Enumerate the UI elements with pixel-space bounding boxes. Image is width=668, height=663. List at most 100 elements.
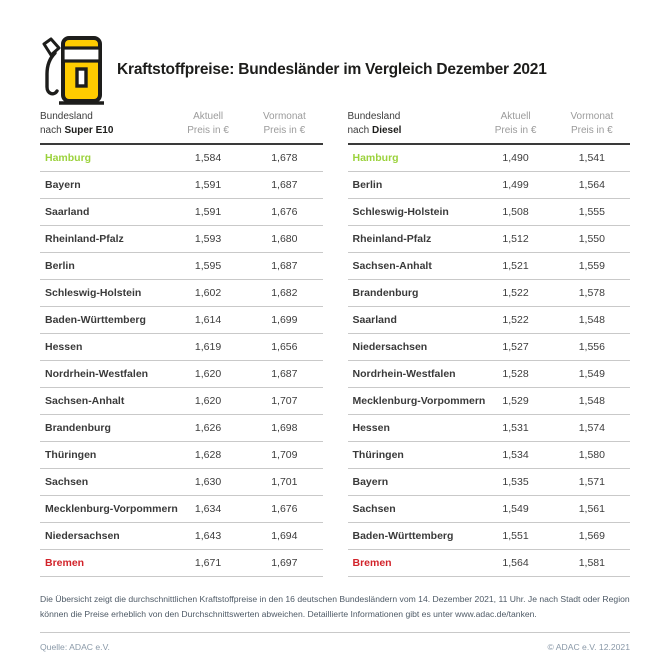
copyright-label: © ADAC e.V. 12.2021 (547, 642, 630, 653)
previous-month-price: 1,680 (246, 225, 323, 253)
column-title: Bundesland (40, 111, 93, 122)
current-price: 1,528 (477, 360, 554, 388)
current-price: 1,595 (169, 252, 247, 280)
current-price: 1,584 (169, 144, 247, 172)
state-name: Bayern (347, 468, 478, 496)
column-title: Aktuell (500, 111, 531, 122)
table-row: Bremen 1,671 1,697 (40, 549, 323, 577)
table-row: Hessen 1,531 1,574 (347, 414, 630, 442)
table-row: Baden-Württemberg 1,614 1,699 (40, 306, 323, 334)
current-price: 1,521 (477, 252, 554, 280)
state-name: Hamburg (40, 144, 170, 172)
current-price: 1,620 (169, 387, 247, 415)
current-price: 1,499 (477, 171, 554, 199)
previous-month-price: 1,548 (553, 387, 630, 415)
current-price: 1,490 (477, 144, 554, 172)
table-row: Brandenburg 1,626 1,698 (40, 414, 323, 442)
current-price: 1,628 (169, 441, 247, 469)
previous-month-price: 1,580 (553, 441, 630, 469)
state-name: Bremen (40, 549, 170, 577)
state-name: Sachsen (347, 495, 478, 523)
previous-month-price: 1,578 (553, 279, 630, 307)
column-header-bundesland: Bundesland nach Diesel (347, 110, 478, 145)
previous-month-price: 1,548 (553, 306, 630, 334)
state-name: Hamburg (347, 144, 478, 172)
table-row: Saarland 1,522 1,548 (347, 306, 630, 334)
column-title: Vormonat (262, 111, 306, 122)
previous-month-price: 1,697 (246, 549, 323, 577)
table-row: Hamburg 1,584 1,678 (40, 144, 323, 172)
previous-month-price: 1,709 (246, 441, 323, 469)
state-name: Nordrhein-Westfalen (347, 360, 478, 388)
previous-month-price: 1,676 (246, 198, 323, 226)
state-name: Niedersachsen (347, 333, 478, 361)
current-price: 1,593 (169, 225, 247, 253)
current-price: 1,549 (477, 495, 554, 523)
source-label: Quelle: ADAC e.V. (40, 642, 110, 653)
previous-month-price: 1,687 (246, 252, 323, 280)
table-row: Niedersachsen 1,527 1,556 (347, 333, 630, 361)
table-super-e10: Bundesland nach Super E10 Aktuell Preis … (40, 110, 323, 577)
current-price: 1,591 (169, 198, 247, 226)
state-name: Niedersachsen (40, 522, 170, 550)
current-price: 1,614 (169, 306, 247, 334)
current-price: 1,634 (169, 495, 247, 523)
current-price: 1,630 (169, 468, 247, 496)
state-name: Saarland (40, 198, 170, 226)
previous-month-price: 1,687 (246, 360, 323, 388)
state-name: Berlin (347, 171, 478, 199)
state-name: Sachsen (40, 468, 170, 496)
table-row: Niedersachsen 1,643 1,694 (40, 522, 323, 550)
column-subtitle-prefix: nach (40, 124, 65, 136)
table-row: Mecklenburg-Vorpommern 1,529 1,548 (347, 387, 630, 415)
footer: Quelle: ADAC e.V. © ADAC e.V. 12.2021 (40, 633, 630, 652)
state-name: Mecklenburg-Vorpommern (347, 387, 485, 415)
state-name: Hessen (347, 414, 478, 442)
previous-month-price: 1,569 (553, 522, 630, 550)
previous-month-price: 1,549 (553, 360, 630, 388)
current-price: 1,535 (477, 468, 554, 496)
current-price: 1,591 (169, 171, 247, 199)
column-subtitle: Preis in € (187, 124, 229, 136)
previous-month-price: 1,555 (553, 198, 630, 226)
state-name: Schleswig-Holstein (40, 279, 170, 307)
table-row: Bremen 1,564 1,581 (347, 549, 630, 577)
state-name: Nordrhein-Westfalen (40, 360, 170, 388)
table-row: Bayern 1,591 1,687 (40, 171, 323, 199)
column-subtitle: Preis in € (494, 124, 537, 136)
state-name: Sachsen-Anhalt (40, 387, 170, 415)
previous-month-price: 1,559 (553, 252, 630, 280)
fuel-type-label: Diesel (371, 124, 402, 136)
table-row: Berlin 1,499 1,564 (347, 171, 630, 199)
table-row: Mecklenburg-Vorpommern 1,634 1,676 (40, 495, 323, 523)
column-title: Vormonat (570, 111, 614, 122)
column-header-aktuell: Aktuell Preis in € (169, 110, 247, 145)
footnote: Die Übersicht zeigt die durchschnittlich… (40, 594, 630, 619)
table-row: Sachsen-Anhalt 1,521 1,559 (347, 252, 630, 280)
state-name: Mecklenburg-Vorpommern (40, 495, 178, 523)
table-row: Sachsen 1,630 1,701 (40, 468, 323, 496)
header: Kraftstoffpreise: Bundesländer im Vergle… (40, 34, 630, 106)
column-header-bundesland: Bundesland nach Super E10 (40, 110, 170, 145)
current-price: 1,626 (169, 414, 247, 442)
fuel-type-label: Super E10 (64, 124, 114, 136)
current-price: 1,551 (477, 522, 554, 550)
previous-month-price: 1,556 (553, 333, 630, 361)
column-subtitle: Preis in € (571, 124, 613, 136)
previous-month-price: 1,676 (246, 495, 323, 523)
state-name: Rheinland-Pfalz (347, 225, 478, 253)
previous-month-price: 1,656 (246, 333, 323, 361)
current-price: 1,527 (477, 333, 554, 361)
tables-container: Bundesland nach Super E10 Aktuell Preis … (40, 110, 630, 577)
table-row: Brandenburg 1,522 1,578 (347, 279, 630, 307)
previous-month-price: 1,561 (553, 495, 630, 523)
table-row: Rheinland-Pfalz 1,593 1,680 (40, 225, 323, 253)
previous-month-price: 1,698 (246, 414, 323, 442)
previous-month-price: 1,682 (246, 279, 323, 307)
column-title: Aktuell (193, 111, 224, 122)
table-header: Bundesland nach Diesel Aktuell Preis in … (347, 110, 630, 145)
table-row: Berlin 1,595 1,687 (40, 252, 323, 280)
table-row: Bayern 1,535 1,571 (347, 468, 630, 496)
column-header-vormonat: Vormonat Preis in € (553, 110, 630, 145)
